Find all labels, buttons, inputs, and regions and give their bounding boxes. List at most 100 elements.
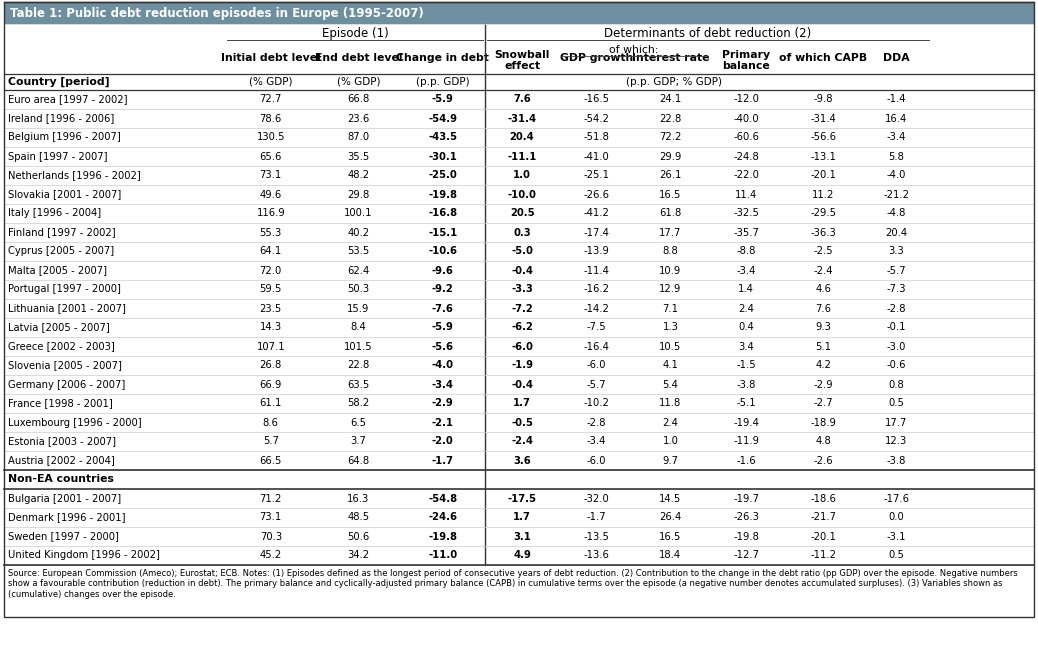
Text: -2.8: -2.8: [586, 417, 606, 428]
Text: -20.1: -20.1: [811, 171, 837, 180]
Text: -5.6: -5.6: [432, 342, 454, 351]
Text: -43.5: -43.5: [429, 132, 458, 143]
Text: -13.9: -13.9: [583, 247, 609, 256]
Text: 15.9: 15.9: [347, 304, 370, 313]
Text: -26.6: -26.6: [583, 189, 609, 200]
Text: 9.7: 9.7: [662, 455, 679, 466]
Text: -5.7: -5.7: [586, 379, 606, 390]
Bar: [4, 147, 1034, 166]
Bar: [4, 508, 1034, 527]
Text: 10.9: 10.9: [659, 266, 682, 275]
Text: 3.7: 3.7: [351, 437, 366, 446]
Text: Portugal [1997 - 2000]: Portugal [1997 - 2000]: [8, 284, 120, 295]
Text: 26.8: 26.8: [260, 360, 282, 371]
Text: -1.7: -1.7: [432, 455, 454, 466]
Text: 87.0: 87.0: [348, 132, 370, 143]
Text: 50.3: 50.3: [348, 284, 370, 295]
Text: 78.6: 78.6: [260, 114, 282, 123]
Text: -18.9: -18.9: [811, 417, 837, 428]
Bar: [4, 242, 1034, 261]
Text: 66.8: 66.8: [347, 94, 370, 105]
Text: of which:: of which:: [608, 45, 658, 55]
Text: 130.5: 130.5: [256, 132, 285, 143]
Text: 55.3: 55.3: [260, 227, 282, 238]
Text: 107.1: 107.1: [256, 342, 285, 351]
Text: 0.5: 0.5: [889, 399, 904, 408]
Text: -54.8: -54.8: [429, 494, 458, 503]
Text: 48.5: 48.5: [348, 512, 370, 523]
Text: Sweden [1997 - 2000]: Sweden [1997 - 2000]: [8, 532, 119, 541]
Text: 73.1: 73.1: [260, 171, 282, 180]
Text: 16.4: 16.4: [885, 114, 907, 123]
Text: -4.8: -4.8: [886, 209, 906, 218]
Text: 4.2: 4.2: [816, 360, 831, 371]
Text: -19.4: -19.4: [733, 417, 759, 428]
Text: Italy [1996 - 2004]: Italy [1996 - 2004]: [8, 209, 101, 218]
Text: 48.2: 48.2: [348, 171, 370, 180]
Text: 4.8: 4.8: [816, 437, 831, 446]
Bar: [4, 318, 1034, 337]
Text: -3.8: -3.8: [736, 379, 756, 390]
Text: -22.0: -22.0: [733, 171, 759, 180]
Text: -17.6: -17.6: [883, 494, 909, 503]
Text: -3.1: -3.1: [886, 532, 906, 541]
Text: -2.7: -2.7: [814, 399, 834, 408]
Text: 73.1: 73.1: [260, 512, 282, 523]
Text: Austria [2002 - 2004]: Austria [2002 - 2004]: [8, 455, 115, 466]
Text: 4.1: 4.1: [662, 360, 679, 371]
Text: France [1998 - 2001]: France [1998 - 2001]: [8, 399, 113, 408]
Text: -9.2: -9.2: [432, 284, 454, 295]
Text: -0.4: -0.4: [511, 379, 534, 390]
Text: 3.1: 3.1: [513, 532, 531, 541]
Text: -1.7: -1.7: [586, 512, 606, 523]
Text: 1.0: 1.0: [662, 437, 679, 446]
Text: 5.7: 5.7: [263, 437, 279, 446]
Bar: [4, 109, 1034, 128]
Text: -1.4: -1.4: [886, 94, 906, 105]
Text: 8.4: 8.4: [351, 322, 366, 333]
Text: -0.1: -0.1: [886, 322, 906, 333]
Text: 5.4: 5.4: [662, 379, 679, 390]
Text: 11.4: 11.4: [735, 189, 758, 200]
Text: 1.3: 1.3: [662, 322, 679, 333]
Text: 116.9: 116.9: [256, 209, 285, 218]
Text: 53.5: 53.5: [347, 247, 370, 256]
Bar: [4, 546, 1034, 565]
Text: -7.6: -7.6: [432, 304, 454, 313]
Text: Belgium [1996 - 2007]: Belgium [1996 - 2007]: [8, 132, 120, 143]
Text: -41.2: -41.2: [583, 209, 609, 218]
Text: -2.4: -2.4: [814, 266, 834, 275]
Text: 7.6: 7.6: [816, 304, 831, 313]
Text: 5.1: 5.1: [816, 342, 831, 351]
Text: -11.1: -11.1: [508, 152, 537, 162]
Text: -30.1: -30.1: [429, 152, 457, 162]
Text: -12.7: -12.7: [733, 550, 759, 561]
Text: 16.3: 16.3: [347, 494, 370, 503]
Text: 0.3: 0.3: [513, 227, 530, 238]
Bar: [4, 394, 1034, 413]
Bar: [4, 24, 1034, 90]
Text: -11.2: -11.2: [811, 550, 837, 561]
Text: GDP growth: GDP growth: [559, 53, 633, 63]
Text: -31.4: -31.4: [811, 114, 837, 123]
Text: -26.3: -26.3: [733, 512, 759, 523]
Text: 0.0: 0.0: [889, 512, 904, 523]
Bar: [4, 470, 1034, 489]
Bar: [4, 90, 1034, 109]
Text: -6.0: -6.0: [586, 455, 606, 466]
Text: 23.5: 23.5: [260, 304, 282, 313]
Text: -51.8: -51.8: [583, 132, 609, 143]
Text: -56.6: -56.6: [811, 132, 837, 143]
Text: Interest rate: Interest rate: [632, 53, 709, 63]
Text: effect: effect: [504, 61, 540, 71]
Text: -9.8: -9.8: [814, 94, 834, 105]
Text: -16.5: -16.5: [583, 94, 609, 105]
Text: 26.4: 26.4: [659, 512, 682, 523]
Text: 35.5: 35.5: [347, 152, 370, 162]
Text: 17.7: 17.7: [885, 417, 907, 428]
Text: -54.9: -54.9: [429, 114, 458, 123]
Text: -0.6: -0.6: [886, 360, 906, 371]
Text: Primary: Primary: [722, 50, 770, 60]
Text: -5.0: -5.0: [511, 247, 534, 256]
Text: -32.0: -32.0: [583, 494, 609, 503]
